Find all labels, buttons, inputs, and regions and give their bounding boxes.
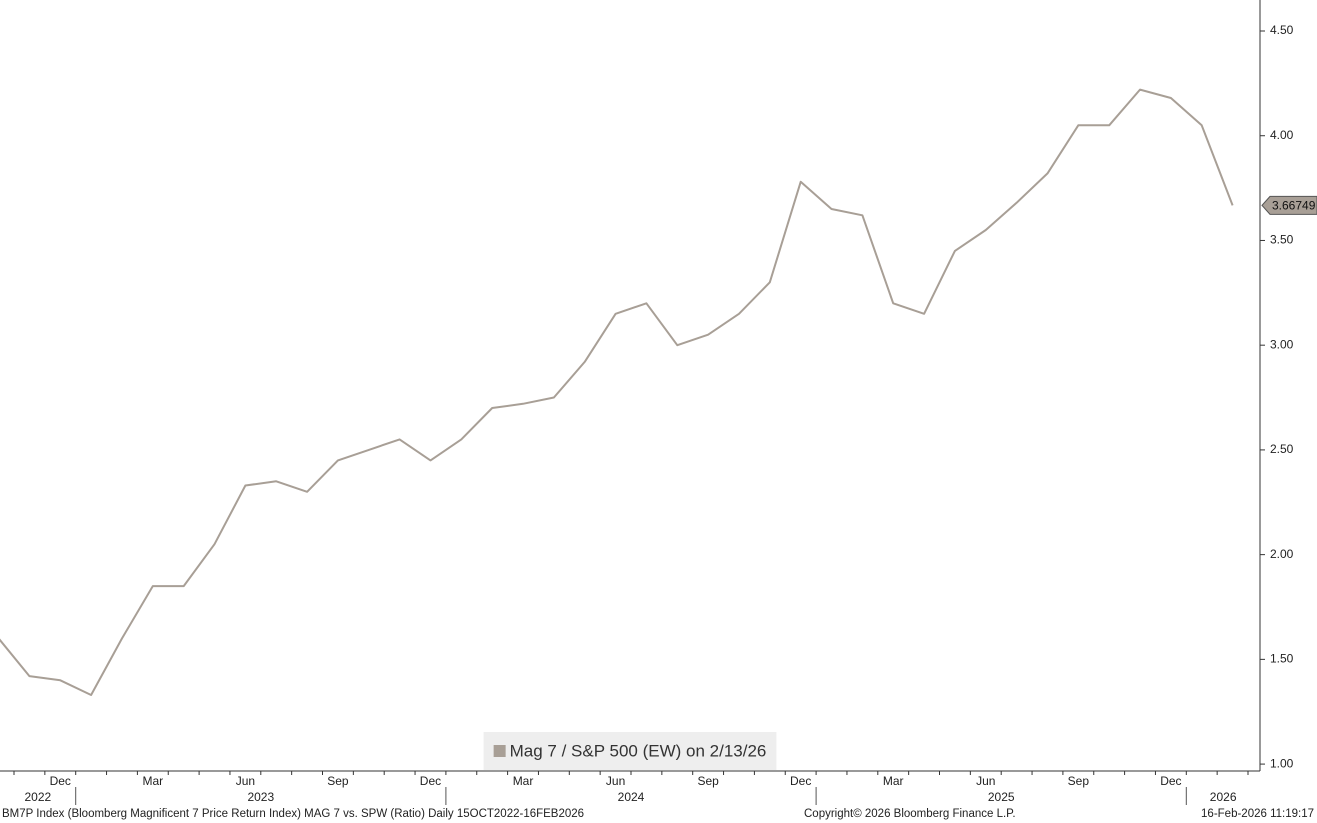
x-tick-label: Dec xyxy=(420,774,441,788)
legend-swatch xyxy=(493,745,506,757)
y-tick-label: 4.00 xyxy=(1270,128,1294,142)
y-tick-label: 2.50 xyxy=(1270,442,1294,456)
year-label: 2022 xyxy=(24,790,51,804)
x-tick-label: Mar xyxy=(883,774,904,788)
y-tick-label: 4.50 xyxy=(1270,23,1294,37)
x-tick-label: Sep xyxy=(327,774,349,788)
x-tick-label: Jun xyxy=(236,774,255,788)
year-label: 2025 xyxy=(988,790,1015,804)
y-tick-label: 1.50 xyxy=(1270,652,1294,666)
x-tick-label: Jun xyxy=(976,774,995,788)
legend-box xyxy=(483,732,777,770)
x-tick-label: Dec xyxy=(50,774,71,788)
y-tick-label: 3.00 xyxy=(1270,337,1294,351)
last-value-label: 3.66749 xyxy=(1272,199,1316,213)
x-tick-label: Sep xyxy=(1068,774,1090,788)
series-line xyxy=(0,88,1234,696)
x-tick-label: Sep xyxy=(697,774,719,788)
footer-timestamp: 16-Feb-2026 11:19:17 xyxy=(1201,808,1314,820)
x-tick-label: Mar xyxy=(513,774,534,788)
y-tick-label: 3.50 xyxy=(1270,233,1294,247)
y-tick-label: 1.00 xyxy=(1270,756,1294,770)
legend: Mag 7 / S&P 500 (EW) on 2/13/26 xyxy=(483,732,777,770)
x-tick-label: Jun xyxy=(606,774,625,788)
x-tick-label: Mar xyxy=(142,774,163,788)
legend-label: Mag 7 / S&P 500 (EW) on 2/13/26 xyxy=(510,741,767,760)
year-label: 2024 xyxy=(618,790,645,804)
year-label: 2023 xyxy=(247,790,274,804)
footer-copyright: Copyright© 2026 Bloomberg Finance L.P. xyxy=(804,808,1016,820)
y-tick-label: 2.00 xyxy=(1270,547,1294,561)
x-tick-label: Dec xyxy=(790,774,811,788)
footer-description: BM7P Index (Bloomberg Magnificent 7 Pric… xyxy=(2,808,584,820)
x-tick-label: Dec xyxy=(1160,774,1181,788)
last-value-tag xyxy=(1261,195,1317,215)
year-label: 2026 xyxy=(1210,790,1237,804)
